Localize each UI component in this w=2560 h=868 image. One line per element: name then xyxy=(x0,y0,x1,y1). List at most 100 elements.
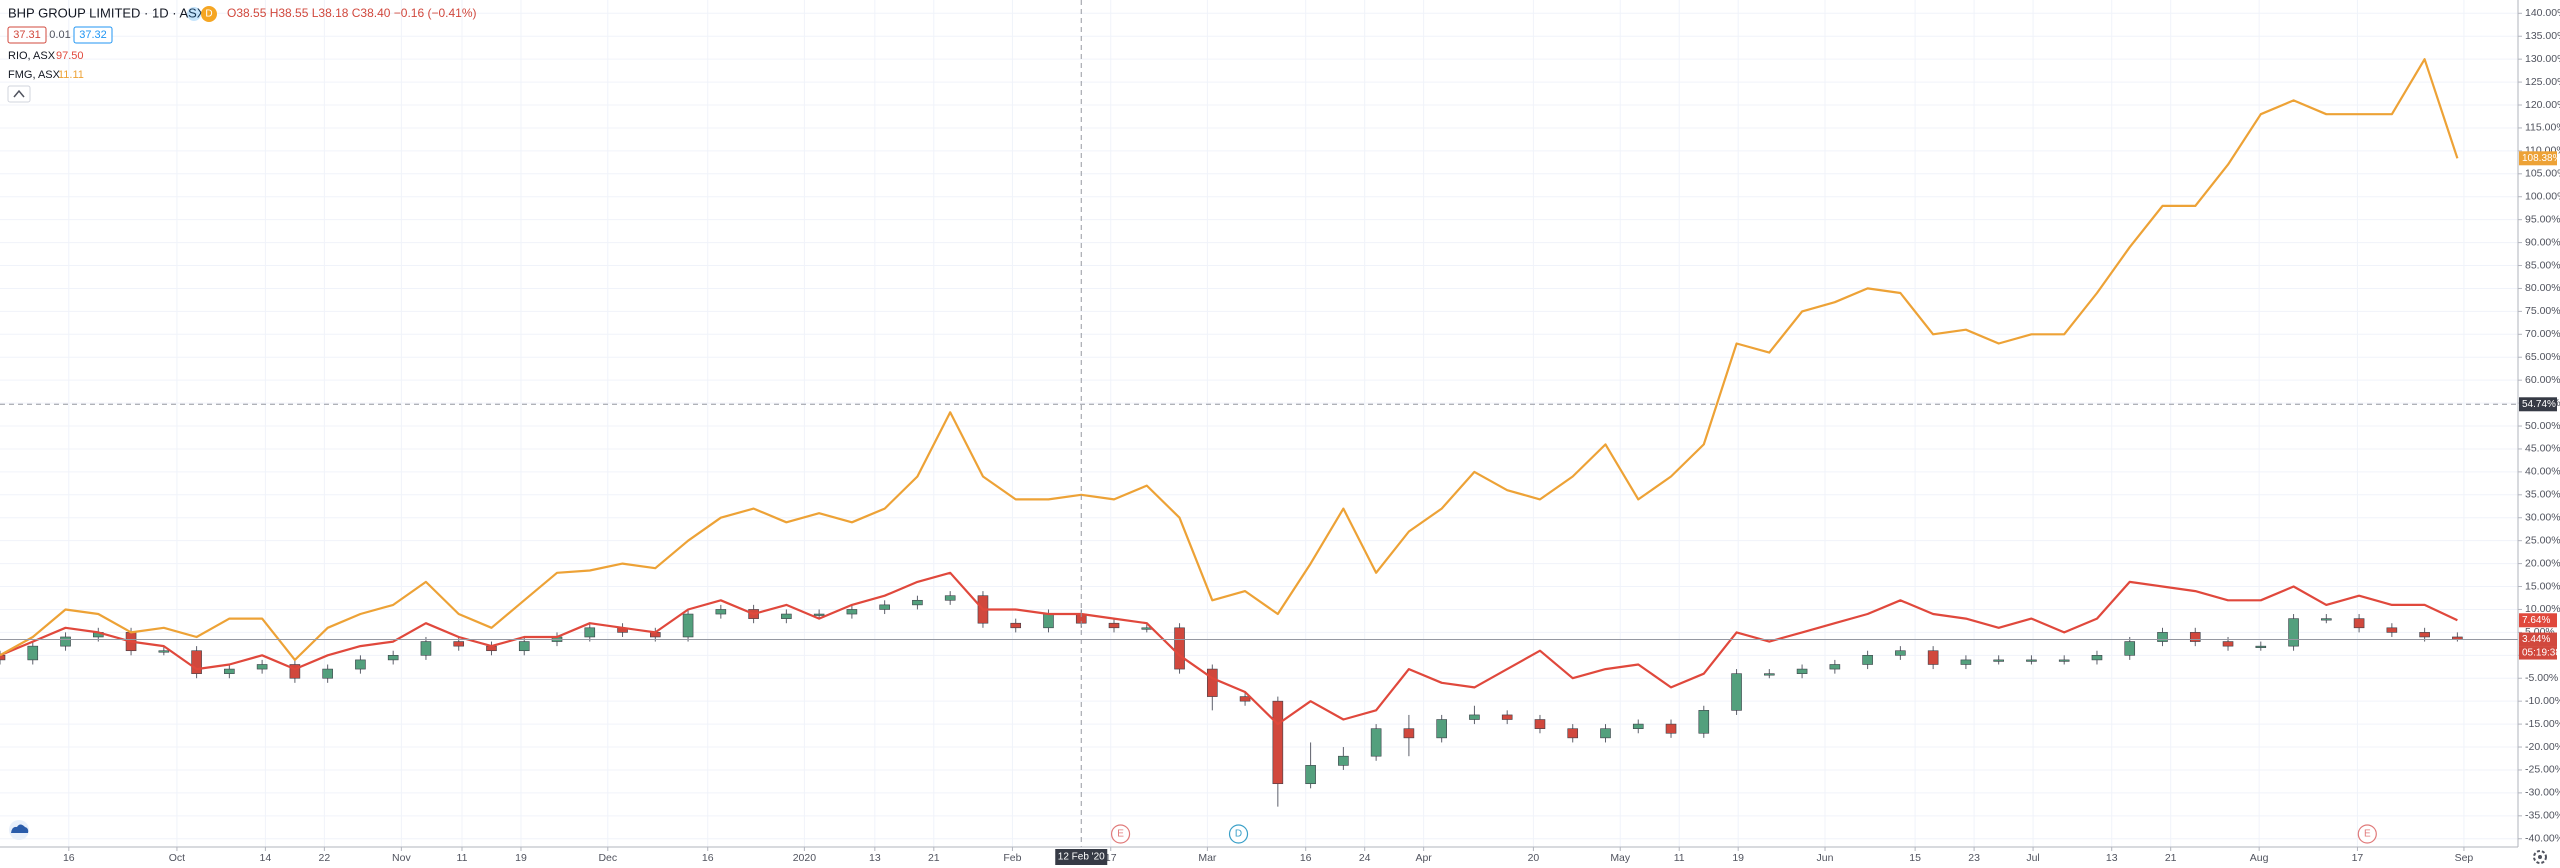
series-line xyxy=(0,58,2459,661)
candle-body xyxy=(1665,723,1677,734)
y-tick-label: 65.00% xyxy=(2525,351,2560,363)
y-tick-label: 45.00% xyxy=(2525,443,2560,455)
y-tick-label: 40.00% xyxy=(2525,466,2560,478)
candle-body xyxy=(715,609,727,615)
event-marker[interactable] xyxy=(1228,824,1249,844)
x-tick-label: 23 xyxy=(1968,852,1980,864)
candle-body xyxy=(2386,627,2398,633)
candle-body xyxy=(1370,728,1382,757)
last-value-tag xyxy=(2519,613,2557,628)
y-tick-label: 50.00% xyxy=(2525,420,2560,432)
y-tick-label: -15.00% xyxy=(2525,718,2560,730)
candle-body xyxy=(224,668,235,674)
y-tick-label: 80.00% xyxy=(2525,282,2560,294)
candle-body xyxy=(158,650,170,653)
y-tick-label: 15.00% xyxy=(2525,580,2560,592)
settings-icon[interactable] xyxy=(2533,850,2547,864)
spread: 0.01 xyxy=(49,29,70,41)
x-tick-label: Sep xyxy=(2455,852,2474,864)
y-tick-label: 35.00% xyxy=(2525,489,2560,501)
y-tick-label: -10.00% xyxy=(2525,695,2560,707)
x-tick-label: Jun xyxy=(1817,852,1834,864)
candle-body xyxy=(1534,719,1546,729)
y-tick-label: 90.00% xyxy=(2525,236,2560,248)
candle-body xyxy=(781,613,792,619)
candle-body xyxy=(1174,627,1185,670)
event-marker[interactable] xyxy=(1110,824,1131,844)
bid-box[interactable] xyxy=(7,26,47,44)
x-tick-label: Jul xyxy=(2026,852,2039,864)
event-label: E xyxy=(2364,829,2371,840)
candle-body xyxy=(1895,650,1906,656)
y-tick-label: 130.00% xyxy=(2525,53,2560,65)
candle-body xyxy=(191,650,202,674)
cloud-icon[interactable] xyxy=(9,820,29,840)
axes: 140.00% 135.00% 130.00% 125.00% 120.00% 115.0… xyxy=(63,7,2560,865)
candle-body xyxy=(2058,659,2070,662)
x-tick-label: 11 xyxy=(1674,852,1685,864)
y-tick-label: 120.00% xyxy=(2525,99,2560,111)
collapse-icon[interactable] xyxy=(13,89,25,98)
x-tick-label: 20 xyxy=(1528,852,1540,864)
candle-body xyxy=(2026,659,2037,662)
candle-body xyxy=(1207,668,1218,697)
last-value-tag xyxy=(2519,632,2557,647)
y-tick-label: 140.00% xyxy=(2525,7,2560,19)
crosshair-x-label: 12 Feb '20 xyxy=(1058,852,1105,863)
x-tick-label: May xyxy=(1610,852,1631,864)
x-tick-label: Aug xyxy=(2250,852,2269,864)
series-line xyxy=(0,571,2458,726)
badge-bg[interactable] xyxy=(201,6,217,22)
y-tick-label: 70.00% xyxy=(2525,328,2560,340)
candle-body xyxy=(1403,728,1415,739)
candle-body xyxy=(322,668,333,679)
candle-body xyxy=(1239,696,1251,702)
price-axis xyxy=(2518,0,2560,868)
x-tick-label: 19 xyxy=(1732,852,1744,864)
candle-body xyxy=(1501,714,1513,720)
symbol-title: BHP GROUP LIMITED · 1D · ASX xyxy=(8,5,206,20)
legend-price: 97.50 xyxy=(56,50,84,62)
x-tick-label: 2020 xyxy=(793,852,817,864)
bid[interactable]: 37.31 xyxy=(13,29,41,41)
candle-body xyxy=(2091,655,2103,661)
status-dot xyxy=(187,7,201,21)
candle-body xyxy=(1698,710,1710,734)
x-tick-label: 24 xyxy=(1359,852,1371,864)
candle-body xyxy=(584,627,596,638)
candle-body xyxy=(1043,613,1054,629)
y-tick-label: 85.00% xyxy=(2525,259,2560,271)
ask[interactable]: 37.32 xyxy=(79,29,107,41)
candle-body xyxy=(2419,632,2430,638)
x-tick-label: 22 xyxy=(319,852,331,864)
event-label: D xyxy=(1235,829,1242,840)
x-tick-label: 17 xyxy=(2352,852,2364,864)
ask-box[interactable] xyxy=(73,26,113,44)
candle-body xyxy=(1272,700,1284,785)
grid xyxy=(0,0,2518,847)
candle-body xyxy=(1993,659,2004,662)
candle-body xyxy=(355,659,366,670)
x-tick-label: Apr xyxy=(1415,852,1432,864)
collapse-button[interactable] xyxy=(7,85,31,103)
crosshair-y-label: 54.74% xyxy=(2522,399,2556,410)
candle-body xyxy=(1862,655,1873,665)
candle-body xyxy=(0,655,6,661)
x-tick-label: 16 xyxy=(702,852,714,864)
crosshair-y-tag xyxy=(2519,397,2557,412)
x-tick-label: 11 xyxy=(457,852,468,864)
x-tick-label: Dec xyxy=(598,852,617,864)
candle-body xyxy=(2124,641,2136,656)
x-tick-label: Feb xyxy=(1003,852,1021,864)
ohlc-values: O38.55 H38.55 L38.18 C38.40 −0.16 (−0.41… xyxy=(227,6,477,20)
event-marker[interactable] xyxy=(2357,824,2377,844)
badge[interactable]: D xyxy=(205,9,212,20)
candle-body xyxy=(1731,673,1742,711)
candle-body xyxy=(1632,723,1644,729)
countdown-tag xyxy=(2519,646,2557,660)
candle-body xyxy=(2255,645,2267,648)
legend-price: 11.11 xyxy=(58,69,84,81)
plot-area: E D E xyxy=(0,0,2518,847)
candle-body xyxy=(1764,673,1775,676)
